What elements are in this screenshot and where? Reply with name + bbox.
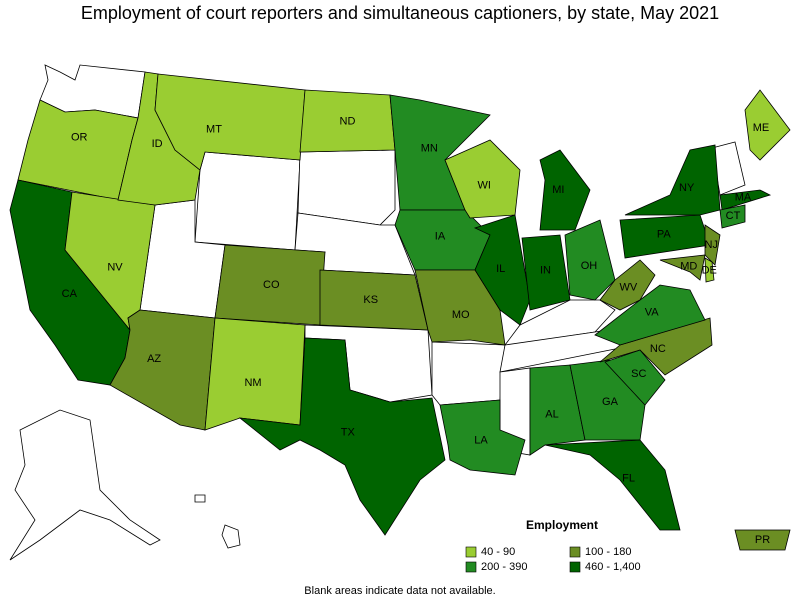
state [238,337,446,536]
state [704,257,715,283]
state-label: NY [679,182,695,194]
map-title: Employment of court reporters and simult… [81,3,719,23]
state [604,349,666,406]
state-label: VA [645,306,660,318]
footnote: Blank areas indicate data not available. [304,585,495,597]
hawaii [194,494,206,503]
state [439,399,526,476]
state-label: SC [631,368,646,380]
state-label: CO [263,279,280,291]
state [624,144,721,216]
state [204,317,306,431]
state-label: ID [152,138,163,150]
state [719,204,746,229]
state-label: NV [107,261,123,273]
state [539,149,591,231]
legend-swatch [465,546,477,558]
state [473,214,531,326]
state [564,219,616,301]
state-label: MD [680,261,697,273]
legend: 40 - 90 100 - 180 200 - 390 460 - 1,400 [465,546,641,573]
states [9,71,791,551]
state-label: GA [602,396,619,408]
state-label: DE [702,264,717,276]
state [734,529,791,551]
state-label: MT [206,123,222,135]
state-label: CT [726,210,741,222]
legend-swatch [465,561,477,573]
state-label: ND [340,116,356,128]
state-blank [194,151,301,251]
state [521,234,571,311]
state-label: OH [581,260,598,272]
state-label: MA [735,191,752,203]
state-label: NC [650,343,666,355]
state-label: AL [545,409,558,421]
state-label: MN [421,142,438,154]
legend-label: 460 - 1,400 [585,561,641,573]
state [599,259,656,311]
state-label: TX [341,427,356,439]
state-label: OR [71,131,88,143]
state-label: FL [622,472,635,484]
state-label: WI [477,179,490,191]
state [744,89,791,161]
legend-label: 100 - 180 [585,546,631,558]
state-label: IA [435,231,446,243]
state [529,364,586,456]
legend-swatch [569,561,581,573]
state-label: CA [62,288,78,300]
state-label: IN [540,265,551,277]
alaska [9,409,161,561]
state-label: LA [474,435,488,447]
state-label: PR [755,534,770,546]
state-blank [297,149,396,226]
state-label: AZ [147,353,161,365]
state-labels: OR CA NV ID MT AZ CO NM ND KS TX MN IA MO LA WI IL MI IN OH… [62,116,771,546]
legend-swatch [569,546,581,558]
state-label: NM [244,377,261,389]
legend-label: 40 - 90 [481,546,515,558]
state-blank [431,341,506,406]
state [719,189,772,211]
state [704,224,721,266]
state-label: WV [619,281,637,293]
legend-title: Employment [526,518,598,532]
state [659,254,706,281]
legend-label: 200 - 390 [481,561,527,573]
state [544,439,681,531]
state-label: IL [496,263,505,275]
state-label: KS [363,294,378,306]
state-label: MI [552,184,564,196]
state-label: MO [452,309,470,321]
state-label: NJ [705,239,718,251]
state-label: ME [753,122,770,134]
hawaii [221,524,241,549]
state-label: PA [657,228,672,240]
